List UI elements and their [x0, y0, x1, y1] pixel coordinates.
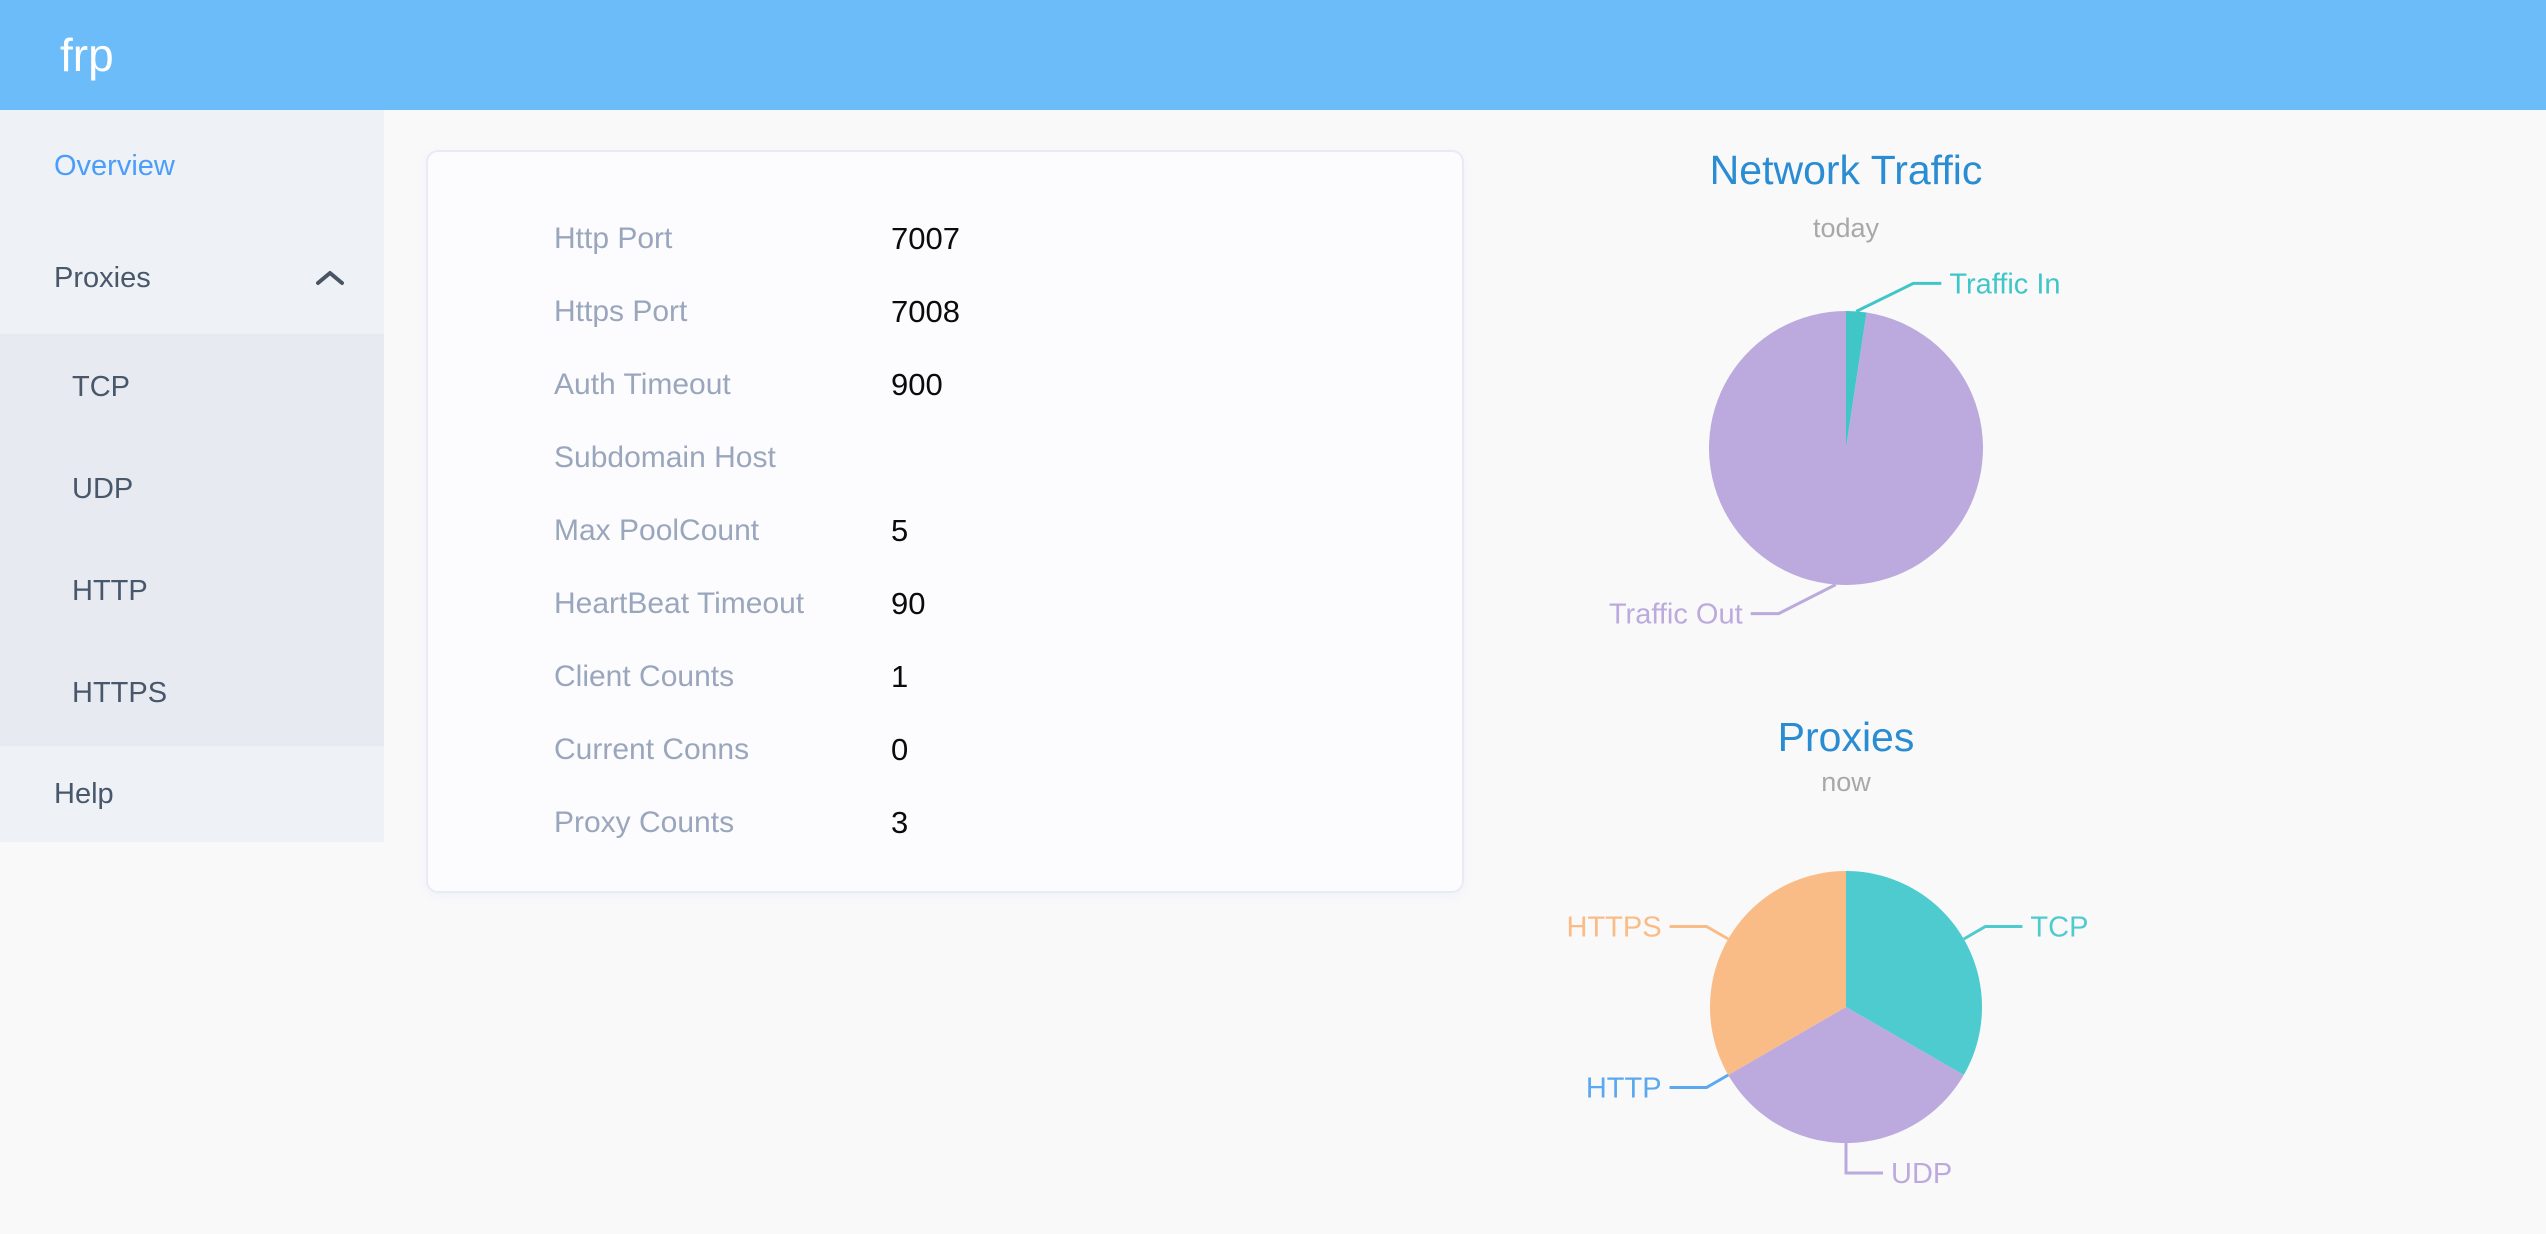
pie-slice-traffic-in[interactable] — [1846, 311, 1867, 448]
info-row: Proxy Counts 3 — [428, 786, 1462, 859]
pie-slice-udp[interactable] — [1728, 1007, 1964, 1143]
info-value: 90 — [891, 585, 926, 621]
network-traffic-pie: Traffic In Traffic Out — [1609, 268, 2061, 631]
sidebar-item-udp[interactable]: UDP — [72, 473, 134, 505]
server-info-card: Http Port 7007 Https Port 7008 Auth Timeout 9… — [426, 150, 1464, 893]
info-value: 900 — [891, 366, 943, 402]
sidebar-item-overview[interactable]: Overview — [54, 150, 175, 182]
pie-label-line-udp — [1844, 1143, 1883, 1175]
info-value: 1 — [891, 658, 909, 694]
proxies-title: Proxies — [1777, 714, 1915, 760]
pie-label-line-traffic-out — [1750, 583, 1837, 616]
proxies-pie: TCP UDP HTTP HTTPS — [1567, 871, 2088, 1190]
app-header: frp — [0, 0, 2546, 110]
info-row: Subdomain Host — [428, 421, 1462, 494]
info-value: 7008 — [891, 293, 960, 329]
info-row: Https Port 7008 — [428, 275, 1462, 348]
sidebar-item-tcp[interactable]: TCP — [72, 371, 130, 403]
app-logo: frp — [60, 29, 114, 81]
info-row: Auth Timeout 900 — [428, 348, 1462, 421]
pie-label-line-https — [1669, 925, 1729, 941]
info-row: Http Port 7007 — [428, 202, 1462, 275]
network-traffic-subtitle: today — [1812, 213, 1880, 243]
info-row: HeartBeat Timeout 90 — [428, 567, 1462, 640]
info-row: Current Conns 0 — [428, 713, 1462, 786]
info-value: 7007 — [891, 220, 960, 256]
pie-label-http: HTTP — [1586, 1073, 1662, 1105]
info-value: 0 — [891, 731, 909, 767]
pie-slice-traffic-out[interactable] — [1709, 311, 1983, 585]
pie-slice-tcp[interactable] — [1846, 871, 1982, 1075]
pie-label-udp: UDP — [1891, 1158, 1952, 1190]
info-label: Auth Timeout — [554, 367, 731, 401]
sidebar: Overview Proxies TCP UDP HTTP HTTPS Help — [0, 110, 384, 842]
pie-label-line-http — [1669, 1073, 1729, 1089]
proxies-subtitle: now — [1821, 767, 1871, 797]
pie-slice-https[interactable] — [1710, 871, 1846, 1075]
info-value: 3 — [891, 804, 909, 840]
sidebar-item-proxies-label: Proxies — [54, 262, 151, 294]
pie-label-traffic-in: Traffic In — [1949, 268, 2060, 300]
info-label: Current Conns — [554, 732, 750, 766]
pie-label-tcp: TCP — [2030, 912, 2088, 944]
sidebar-item-proxies[interactable]: Proxies — [0, 222, 384, 334]
network-traffic-title: Network Traffic — [1709, 147, 1983, 193]
info-label: HeartBeat Timeout — [554, 586, 805, 620]
info-label: Subdomain Host — [554, 440, 776, 474]
info-label: Https Port — [554, 294, 688, 328]
pie-label-line-traffic-in — [1855, 281, 1942, 313]
info-row: Client Counts 1 — [428, 640, 1462, 713]
pie-label-https: HTTPS — [1567, 912, 1662, 944]
info-label: Client Counts — [554, 659, 735, 693]
pie-label-traffic-out: Traffic Out — [1609, 599, 1743, 631]
sidebar-item-https[interactable]: HTTPS — [72, 677, 168, 709]
info-label: Proxy Counts — [554, 805, 735, 839]
chevron-up-icon — [316, 271, 344, 285]
info-label: Max PoolCount — [554, 513, 760, 547]
info-row: Max PoolCount 5 — [428, 494, 1462, 567]
info-value: 5 — [891, 512, 909, 548]
info-label: Http Port — [554, 221, 673, 255]
pie-label-line-tcp — [1963, 925, 2023, 941]
proxies-submenu: TCP UDP HTTP HTTPS — [0, 334, 384, 746]
sidebar-item-help[interactable]: Help — [54, 778, 114, 810]
sidebar-item-http[interactable]: HTTP — [72, 575, 148, 607]
